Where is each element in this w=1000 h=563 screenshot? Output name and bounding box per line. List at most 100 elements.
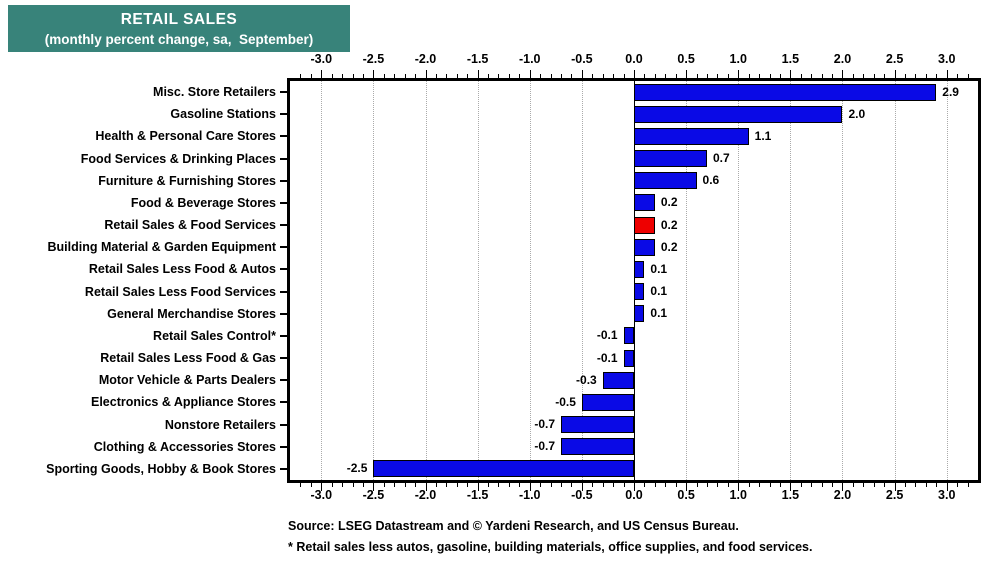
minor-tick-top	[352, 74, 354, 78]
minor-tick-top	[415, 74, 417, 78]
minor-tick-top	[550, 74, 552, 78]
minor-tick-bottom	[905, 483, 907, 487]
category-tick	[280, 91, 287, 94]
bar	[634, 238, 655, 256]
minor-tick-top	[540, 74, 542, 78]
minor-tick-top	[727, 74, 729, 78]
x-tick-label-bottom: -1.0	[518, 488, 541, 502]
bar-value-label: -0.1	[596, 350, 618, 365]
x-tick-label-top: 0.5	[677, 52, 695, 66]
minor-tick-bottom	[446, 483, 448, 487]
minor-tick-bottom	[571, 483, 573, 487]
major-tick-top	[894, 70, 896, 78]
category-tick	[280, 312, 287, 315]
category-tick	[280, 401, 287, 404]
bar	[602, 371, 634, 389]
minor-tick-top	[915, 74, 917, 78]
bar-value-label: -2.5	[346, 461, 368, 476]
x-tick-label-top: -0.5	[571, 52, 593, 66]
category-label: Electronics & Appliance Stores	[90, 395, 276, 410]
major-tick-bottom	[477, 483, 479, 491]
gridline	[894, 81, 896, 480]
minor-tick-top	[446, 74, 448, 78]
category-label: Retail Sales Less Food & Gas	[100, 351, 276, 365]
minor-tick-top	[571, 74, 573, 78]
minor-tick-bottom	[310, 483, 312, 487]
plot-area-border	[287, 78, 981, 483]
gridline	[790, 81, 792, 480]
category-tick	[280, 334, 287, 337]
bar	[623, 349, 634, 367]
minor-tick-top	[852, 74, 854, 78]
minor-tick-bottom	[957, 483, 959, 487]
gridline	[738, 81, 740, 480]
minor-tick-bottom	[873, 483, 875, 487]
minor-tick-bottom	[800, 483, 802, 487]
major-tick-top	[477, 70, 479, 78]
minor-tick-bottom	[540, 483, 542, 487]
minor-tick-top	[905, 74, 907, 78]
bar-value-label: 0.1	[650, 284, 668, 299]
x-tick-label-bottom: 1.5	[781, 488, 800, 502]
minor-tick-top	[717, 74, 719, 78]
chart-title-box: RETAIL SALES (monthly percent change, sa…	[8, 5, 350, 52]
minor-tick-bottom	[467, 483, 469, 487]
x-tick-label-bottom: -1.5	[466, 488, 489, 502]
minor-tick-top	[561, 74, 563, 78]
major-tick-bottom	[373, 483, 375, 491]
minor-tick-top	[331, 74, 333, 78]
minor-tick-bottom	[832, 483, 834, 487]
x-tick-label-bottom: 1.0	[729, 488, 747, 502]
minor-tick-bottom	[394, 483, 396, 487]
minor-tick-bottom	[936, 483, 938, 487]
major-tick-top	[790, 70, 792, 78]
minor-tick-top	[884, 74, 886, 78]
minor-tick-bottom	[508, 483, 510, 487]
x-tick-label-top: -1.0	[518, 52, 541, 66]
minor-tick-bottom	[456, 483, 458, 487]
x-tick-label-top: -2.5	[362, 52, 385, 66]
major-tick-top	[373, 70, 375, 78]
minor-tick-top	[832, 74, 834, 78]
minor-tick-top	[696, 74, 698, 78]
category-label: Motor Vehicle & Parts Dealers	[98, 373, 276, 388]
bar	[634, 150, 707, 168]
minor-tick-bottom	[435, 483, 437, 487]
gridline	[842, 81, 844, 480]
minor-tick-bottom	[550, 483, 552, 487]
bar-value-label: -0.7	[534, 439, 556, 454]
x-tick-label-top: -3.0	[310, 52, 333, 66]
bar	[634, 172, 697, 190]
minor-tick-top	[779, 74, 781, 78]
x-tick-label-bottom: -2.0	[414, 488, 437, 502]
minor-tick-bottom	[362, 483, 364, 487]
x-tick-label-top: 0.0	[625, 52, 643, 66]
minor-tick-top	[706, 74, 708, 78]
category-label: Furniture & Furnishing Stores	[98, 173, 276, 188]
minor-tick-bottom	[644, 483, 646, 487]
minor-tick-bottom	[654, 483, 656, 487]
major-tick-bottom	[946, 483, 948, 491]
minor-tick-bottom	[488, 483, 490, 487]
bar	[623, 327, 634, 345]
major-tick-top	[946, 70, 948, 78]
x-tick-label-bottom: -2.5	[362, 488, 385, 502]
minor-tick-top	[759, 74, 761, 78]
category-tick	[280, 445, 287, 448]
bar-value-label: -0.1	[596, 328, 618, 343]
category-label: Clothing & Accessories Stores	[93, 439, 276, 454]
minor-tick-top	[519, 74, 521, 78]
bar	[634, 105, 843, 123]
category-tick	[280, 423, 287, 426]
bar	[634, 216, 655, 234]
minor-tick-bottom	[821, 483, 823, 487]
minor-tick-bottom	[665, 483, 667, 487]
minor-tick-bottom	[811, 483, 813, 487]
major-tick-top	[686, 70, 688, 78]
bar	[634, 283, 645, 301]
minor-tick-bottom	[717, 483, 719, 487]
minor-tick-top	[811, 74, 813, 78]
minor-tick-bottom	[342, 483, 344, 487]
minor-tick-top	[300, 74, 302, 78]
